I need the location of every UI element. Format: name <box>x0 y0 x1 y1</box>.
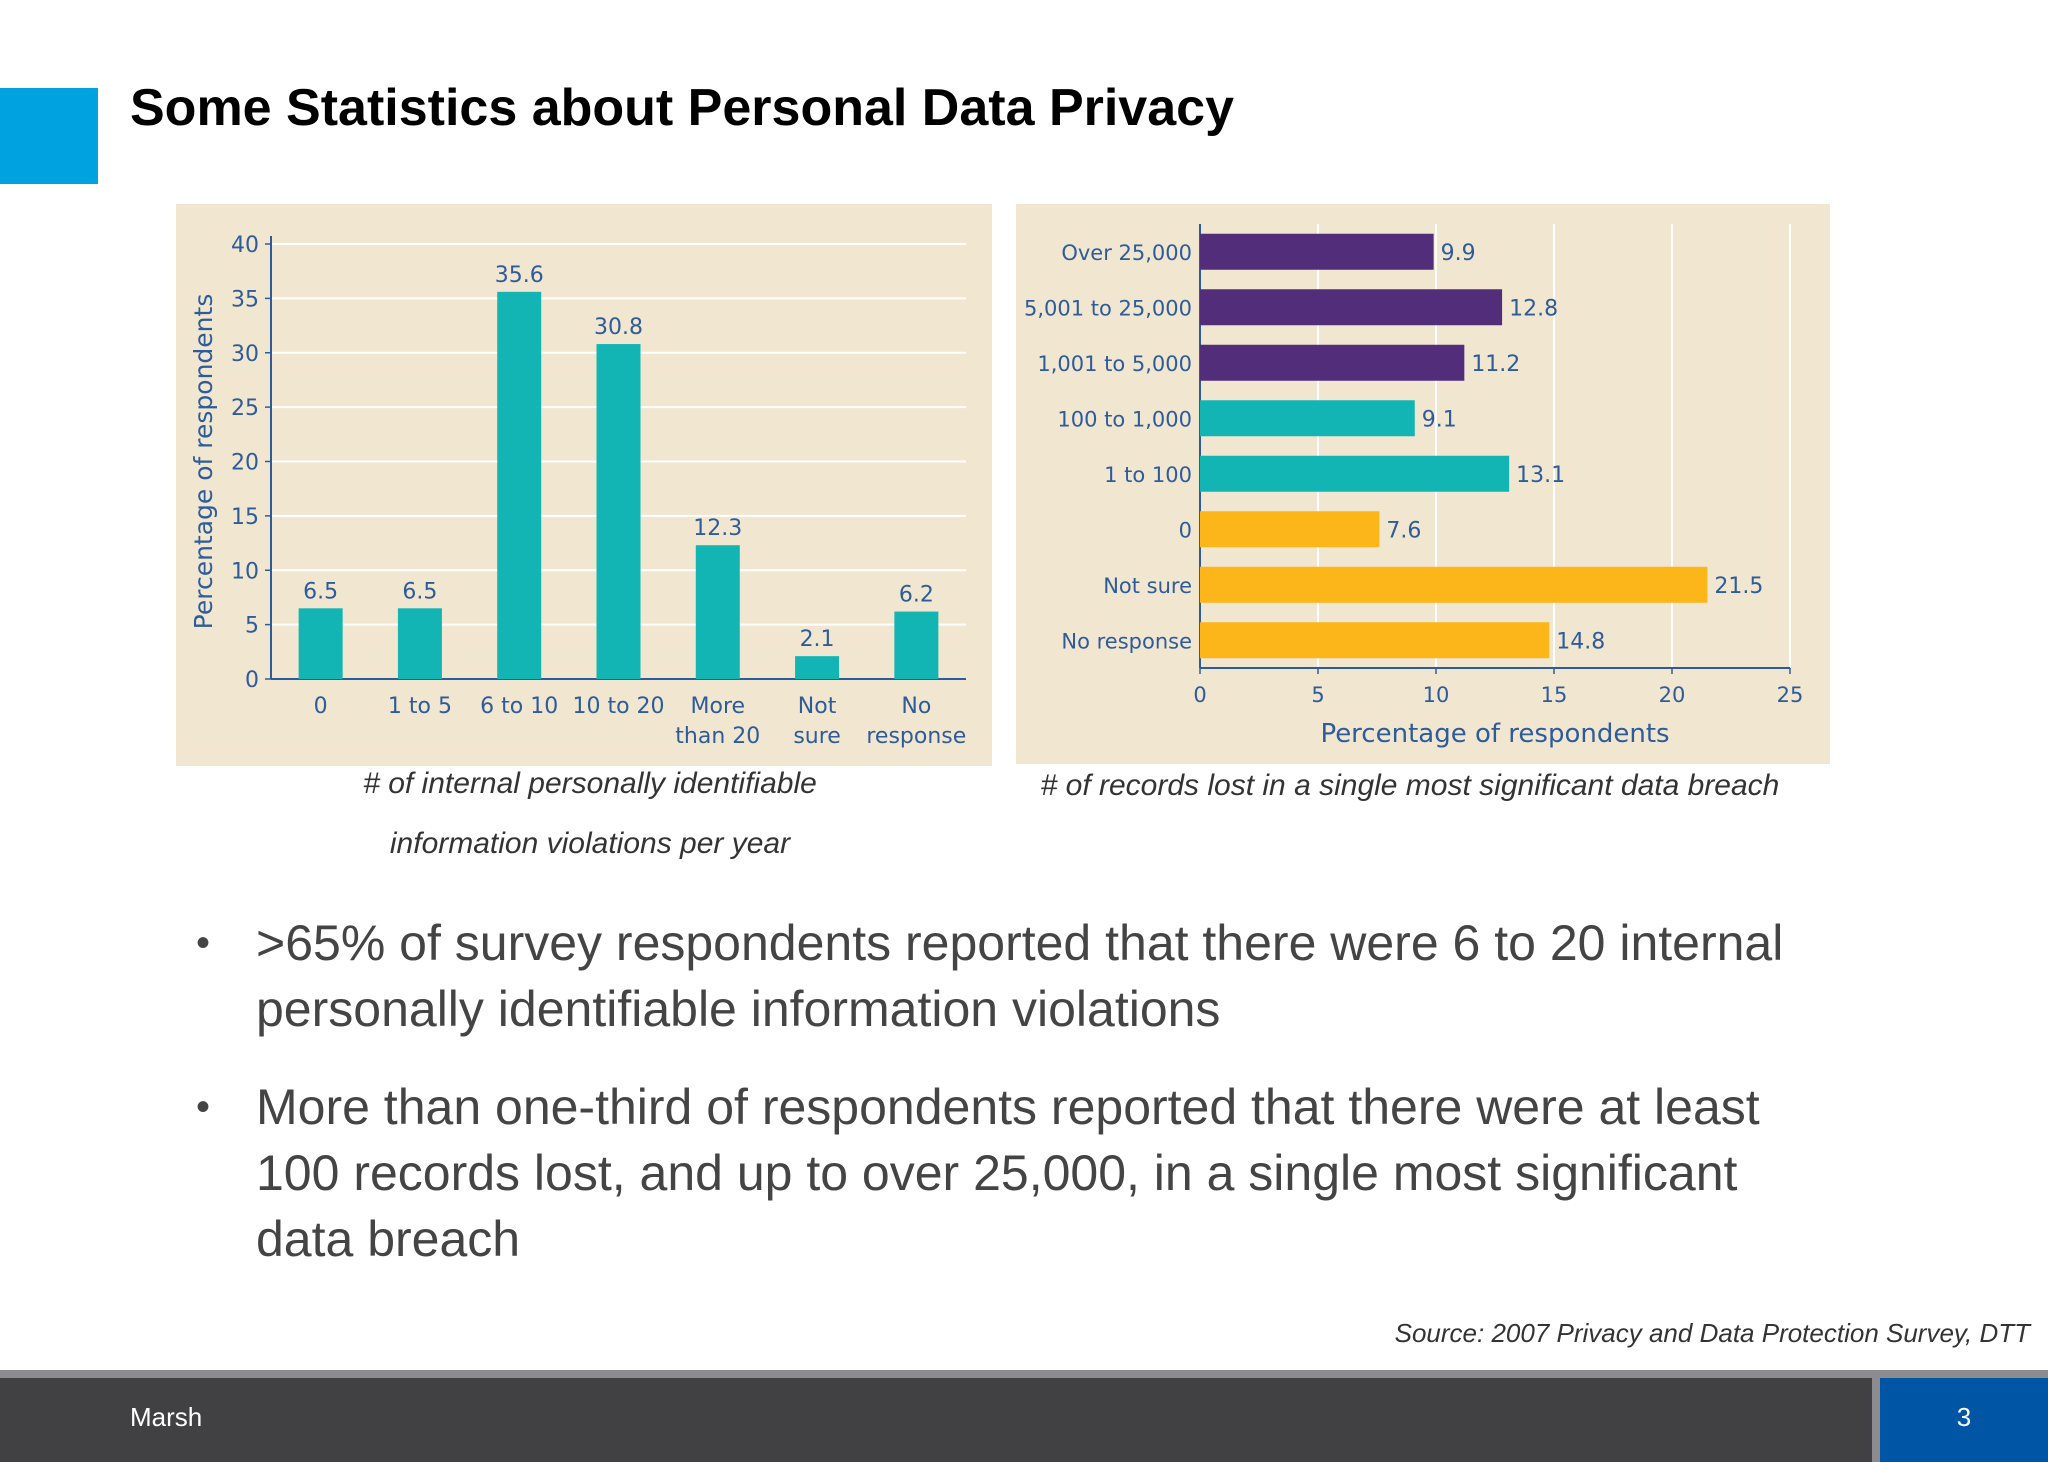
y-tick-label: 0 <box>245 668 259 693</box>
x-tick-label: Not <box>798 694 837 719</box>
bar-value-label: 11.2 <box>1471 352 1520 377</box>
y-tick-label: 1,001 to 5,000 <box>1037 352 1192 376</box>
bar <box>596 344 641 679</box>
footer-bar: Marsh 3 <box>0 1378 2048 1462</box>
bullet-list: • >65% of survey respondents reported th… <box>196 910 1816 1304</box>
x-tick-label: 0 <box>1193 683 1206 707</box>
source-note: Source: 2007 Privacy and Data Protection… <box>1394 1318 2030 1348</box>
bar <box>397 608 442 679</box>
y-tick-label: Over 25,000 <box>1061 241 1192 265</box>
y-tick-label: 20 <box>231 451 259 476</box>
records-lost-bar-chart: 0 5 10 15 20 25 Percentage of respondents 9.9 Ov… <box>1024 224 1804 749</box>
bar-value-label: 7.6 <box>1386 518 1421 543</box>
bar <box>1200 400 1415 437</box>
x-tick-label: 10 to 20 <box>572 694 664 719</box>
bar <box>795 656 840 679</box>
page-number: 3 <box>1956 1402 1972 1432</box>
y-tick-label: 0 <box>1179 518 1192 542</box>
caption-records-lost: # of records lost in a single most signi… <box>1040 769 1780 802</box>
y-tick-label: 100 to 1,000 <box>1057 407 1192 431</box>
bullet-item: • >65% of survey respondents reported th… <box>196 910 1816 1042</box>
footer-brand: Marsh <box>130 1402 203 1432</box>
y-tick-label: Not sure <box>1103 574 1192 598</box>
bar-value-label: 2.1 <box>800 627 835 652</box>
bar-value-label: 12.8 <box>1509 296 1558 321</box>
violations-bar-chart: 0 5 10 15 20 25 30 35 40 Percentage of respondent… <box>189 233 966 749</box>
x-tick-label: sure <box>793 724 841 749</box>
bar <box>1200 455 1510 492</box>
bar-value-label: 21.5 <box>1714 574 1763 599</box>
y-tick-label: 40 <box>231 233 259 258</box>
y-tick-label: 25 <box>231 396 259 421</box>
footer-separator <box>1872 1378 1880 1462</box>
bar-value-label: 13.1 <box>1516 463 1565 488</box>
x-tick-label: 6 to 10 <box>480 694 558 719</box>
bullet-dot: • <box>196 921 211 965</box>
bar-value-label: 35.6 <box>495 263 544 288</box>
x-tick-label: No <box>901 694 931 719</box>
slide-title: Some Statistics about Personal Data Priv… <box>130 79 1234 137</box>
page-number-box: 3 <box>1880 1378 2048 1462</box>
violations-chart-panel: 0 5 10 15 20 25 30 35 40 Percentage of respondent… <box>176 204 992 766</box>
y-tick-label: 1 to 100 <box>1104 463 1192 487</box>
x-tick-label: 1 to 5 <box>388 694 452 719</box>
bar <box>1200 289 1503 326</box>
bullet-item: • More than one-third of respondents rep… <box>196 1074 1816 1272</box>
bar <box>695 545 740 679</box>
caption-violations-line2: information violations per year <box>389 827 791 860</box>
bullet-text: >65% of survey respondents reported that… <box>256 915 1784 1037</box>
bar-value-label: 9.9 <box>1441 241 1476 266</box>
x-tick-label: 25 <box>1777 683 1804 707</box>
y-tick-label: 15 <box>231 505 259 530</box>
bar-value-label: 12.3 <box>693 516 742 541</box>
x-tick-label: 0 <box>314 694 328 719</box>
records-lost-chart-panel: 0 5 10 15 20 25 Percentage of respondents 9.9 Ov… <box>1016 204 1830 764</box>
x-tick-label: 10 <box>1423 683 1450 707</box>
caption-violations: # of internal personally identifiable in… <box>290 754 890 874</box>
y-tick-label: 10 <box>231 559 259 584</box>
y-tick-label: 30 <box>231 342 259 367</box>
bullet-text: More than one-third of respondents repor… <box>256 1079 1760 1267</box>
y-tick-label: 5 <box>245 614 259 639</box>
bar <box>1200 622 1550 659</box>
y-tick-label: No response <box>1061 629 1192 653</box>
y-axis-label: Percentage of respondents <box>189 294 218 630</box>
footer-divider <box>0 1370 2048 1378</box>
bar-value-label: 14.8 <box>1556 629 1605 654</box>
bar-value-label: 6.5 <box>303 579 338 604</box>
x-tick-label: 5 <box>1311 683 1324 707</box>
x-tick-label: 20 <box>1659 683 1686 707</box>
bar <box>1200 566 1708 603</box>
bar <box>894 611 939 679</box>
bullet-dot: • <box>196 1085 211 1129</box>
x-tick-label: than 20 <box>675 724 760 749</box>
bar-value-label: 6.2 <box>899 583 934 608</box>
bar <box>1200 511 1380 548</box>
caption-violations-line1: # of internal personally identifiable <box>363 767 817 800</box>
bar <box>1200 344 1465 381</box>
x-tick-label: 15 <box>1541 683 1568 707</box>
bar <box>298 608 343 679</box>
bar <box>497 291 542 679</box>
x-tick-label: response <box>866 724 966 749</box>
bar-value-label: 9.1 <box>1422 407 1457 432</box>
x-tick-label: More <box>691 694 746 719</box>
y-tick-label: 5,001 to 25,000 <box>1024 296 1192 320</box>
bar <box>1200 233 1434 270</box>
bar-value-label: 30.8 <box>594 315 643 340</box>
y-tick-label: 35 <box>231 287 259 312</box>
bar-value-label: 6.5 <box>402 579 437 604</box>
accent-block <box>0 88 98 184</box>
x-axis-label: Percentage of respondents <box>1320 719 1669 749</box>
